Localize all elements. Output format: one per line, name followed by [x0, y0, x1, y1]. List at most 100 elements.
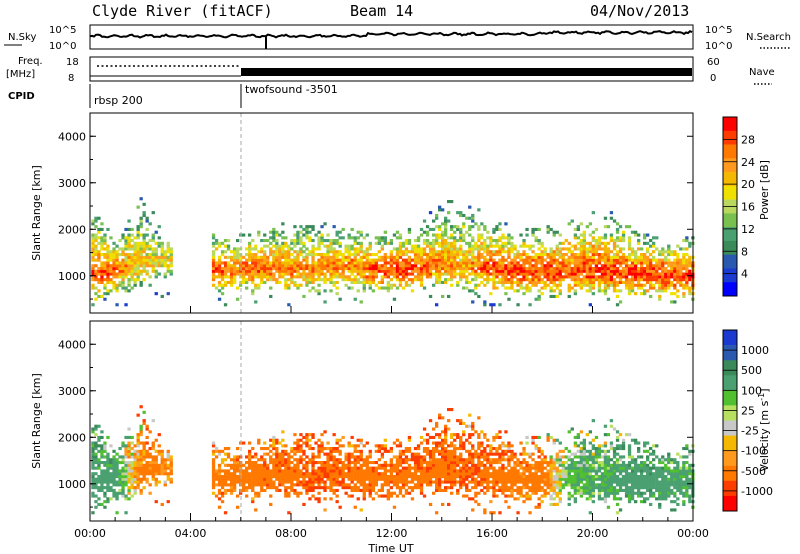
echo-cell — [142, 458, 146, 462]
echo-cell — [637, 286, 641, 290]
echo-cell — [142, 419, 146, 423]
echo-cell — [413, 261, 418, 265]
echo-cell — [398, 475, 403, 479]
echo-cell — [525, 494, 529, 498]
echo-cell — [269, 449, 273, 453]
echo-cell — [522, 449, 526, 453]
echo-cell — [145, 449, 149, 453]
echo-cell — [214, 449, 219, 453]
echo-cell — [450, 458, 454, 462]
echo-cell — [236, 477, 240, 481]
echo-cell — [501, 269, 505, 273]
echo-cell — [570, 269, 574, 273]
echo-cell — [670, 280, 674, 284]
echo-cell — [287, 461, 291, 465]
echo-cell — [121, 461, 125, 465]
echo-cell — [667, 275, 671, 279]
echo-cell — [223, 283, 228, 287]
echo-cell — [154, 250, 158, 254]
echo-cell — [603, 280, 608, 284]
echo-cell — [486, 267, 490, 271]
echo-cell — [368, 480, 372, 484]
echo-cell — [350, 258, 354, 262]
echo-cell — [124, 455, 128, 459]
echo-cell — [516, 480, 520, 484]
cpid-segment-2: twofsound -3501 — [245, 83, 338, 96]
echo-cell — [109, 475, 113, 479]
echo-cell — [652, 244, 656, 248]
echo-cell — [501, 258, 505, 262]
echo-cell — [453, 239, 457, 243]
echo-cell — [100, 483, 104, 487]
echo-cell — [266, 486, 270, 490]
echo-cell — [419, 283, 424, 287]
echo-cell — [489, 267, 493, 271]
echo-cell — [254, 300, 258, 304]
echo-cell — [537, 227, 541, 231]
echo-cell — [441, 253, 445, 257]
echo-cell — [432, 480, 436, 484]
echo-cell — [627, 267, 632, 271]
echo-cell — [540, 488, 544, 492]
echo-cell — [477, 455, 481, 459]
echo-cell — [531, 463, 535, 467]
echo-cell — [435, 236, 439, 240]
echo-cell — [640, 278, 644, 282]
echo-cell — [347, 264, 351, 268]
echo-cell — [338, 458, 342, 462]
echo-cell — [236, 269, 240, 273]
echo-cell — [157, 225, 161, 229]
echo-cell — [615, 244, 620, 248]
echo-cell — [109, 477, 113, 481]
echo-cell — [474, 500, 478, 504]
echo-cell — [124, 435, 128, 439]
echo-cell — [652, 255, 656, 259]
echo-cell — [305, 438, 309, 442]
echo-cell — [320, 261, 324, 265]
echo-cell — [142, 269, 146, 273]
echo-cell — [323, 261, 327, 265]
echo-cell — [103, 272, 107, 276]
echo-cell — [389, 261, 393, 265]
echo-cell — [112, 458, 116, 462]
echo-cell — [106, 227, 110, 231]
echo-cell — [296, 441, 300, 445]
echo-cell — [504, 275, 508, 279]
echo-cell — [543, 253, 547, 257]
echo-cell — [136, 275, 140, 279]
echo-cell — [260, 483, 264, 487]
echo-cell — [287, 480, 291, 484]
echo-cell — [407, 264, 412, 268]
echo-cell — [296, 283, 300, 287]
echo-cell — [245, 480, 249, 484]
echo-cell — [392, 505, 397, 509]
echo-cell — [374, 253, 378, 257]
echo-cell — [100, 239, 104, 243]
echo-cell — [251, 272, 255, 276]
echo-cell — [462, 458, 466, 462]
echo-cell — [326, 244, 330, 248]
echo-cell — [453, 438, 457, 442]
echo-cell — [245, 258, 249, 262]
echo-cell — [603, 278, 608, 282]
echo-cell — [275, 255, 279, 259]
echo-cell — [555, 267, 559, 271]
echo-cell — [428, 449, 433, 453]
echo-cell — [299, 461, 303, 465]
echo-cell — [326, 264, 330, 268]
echo-cell — [558, 461, 562, 465]
echo-cell — [682, 292, 686, 296]
echo-cell — [124, 244, 128, 248]
echo-cell — [615, 222, 620, 226]
echo-cell — [540, 477, 544, 481]
echo-cell — [510, 466, 514, 470]
echo-cell — [109, 289, 113, 293]
echo-cell — [145, 455, 149, 459]
echo-cell — [640, 275, 644, 279]
echo-cell — [317, 497, 321, 501]
echo-cell — [281, 452, 285, 456]
echo-cell — [233, 483, 237, 487]
echo-cell — [223, 452, 228, 456]
echo-cell — [151, 475, 155, 479]
echo-cell — [453, 255, 457, 259]
